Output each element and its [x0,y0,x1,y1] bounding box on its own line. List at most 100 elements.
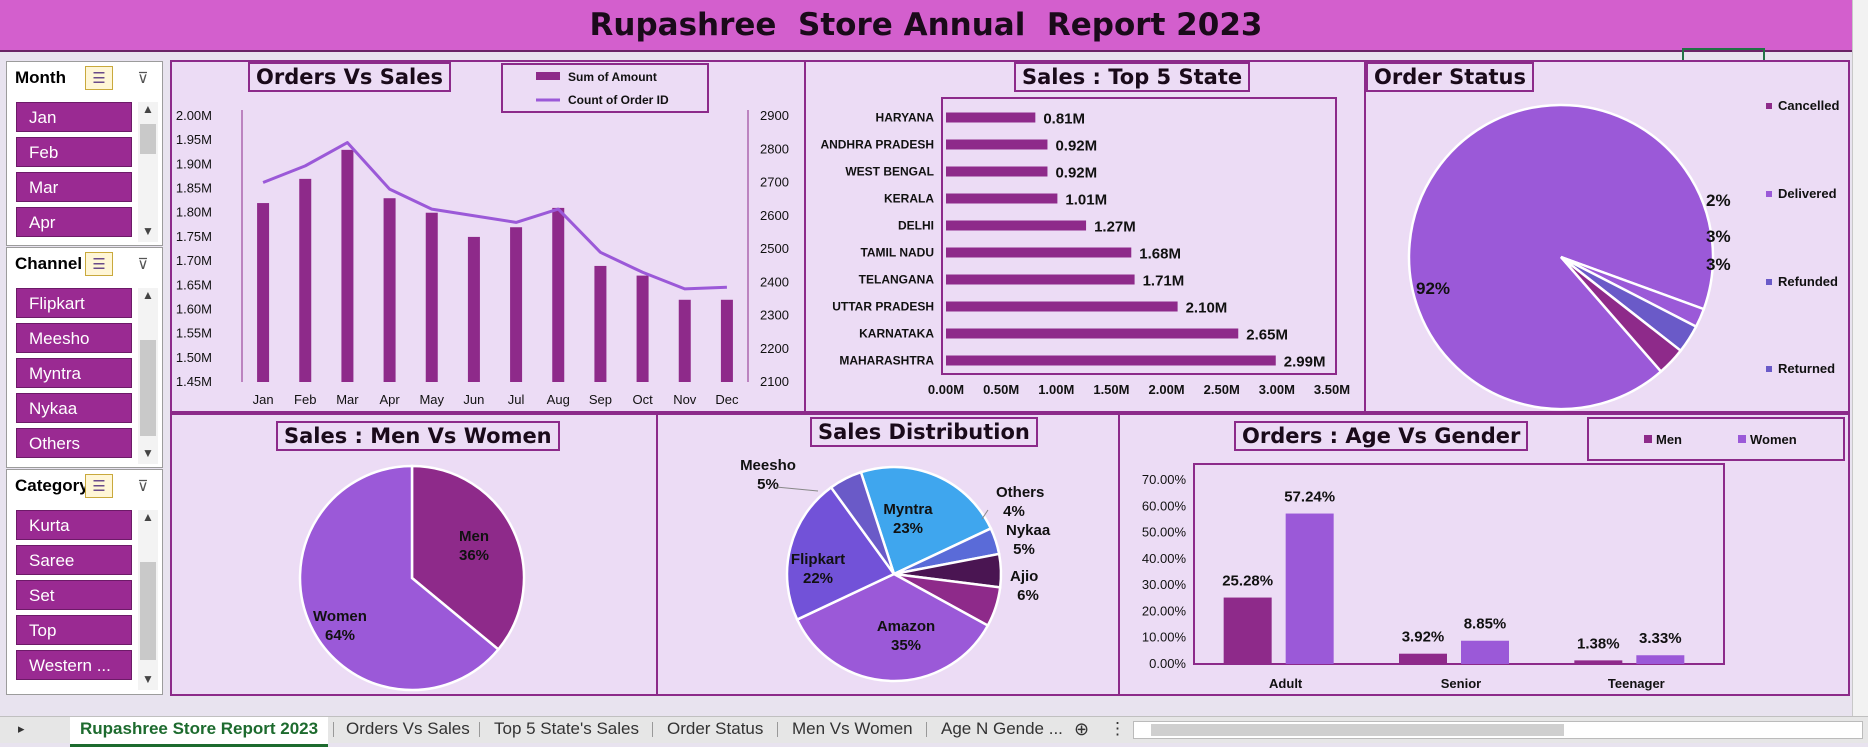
tab-report[interactable]: Rupashree Store Report 2023 [70,717,329,747]
slice-name: Flipkart [791,551,845,568]
order-status-panel[interactable]: 92% 2% 3% 3% Cancelled Delivered Refunded Retur… [1364,60,1850,413]
horizontal-scrollbar[interactable] [1133,721,1863,739]
slicer-item-apr[interactable]: Apr [16,207,132,237]
bar-amount [636,275,649,382]
slicer-item-flipkart[interactable]: Flipkart [16,288,132,318]
state-label: UTTAR PRADESH [832,300,934,314]
x-tick-label: Jun [463,392,484,407]
state-label: MAHARASHTRA [839,354,934,368]
scroll-thumb[interactable] [140,562,156,660]
men-vs-women-panel[interactable]: Men 36% Women 64% Sales : Men Vs Women [170,413,658,696]
slicer-item-mar[interactable]: Mar [16,172,132,202]
x-tick-label: Feb [294,392,316,407]
slicer-item-nykaa[interactable]: Nykaa [16,393,132,423]
slicer-item-meesho[interactable]: Meesho [16,323,132,353]
slice-label: 92% [1416,279,1450,298]
tab-order-status[interactable]: Order Status [667,719,764,738]
legend-swatch [1766,191,1772,197]
top-states-chart: HARYANA 0.81M ANDHRA PRADESH 0.92M WEST BENG… [820,97,1350,397]
slicer-item-saree[interactable]: Saree [16,545,132,575]
channel-slicer-scrollbar[interactable]: ▲ ▼ [138,288,158,464]
state-label: WEST BENGAL [845,165,934,179]
tab-top-states[interactable]: Top 5 State's Sales [494,719,639,738]
state-value-label: 0.81M [1043,111,1085,128]
slice-label: 5% [1013,541,1035,558]
scroll-down-icon[interactable]: ▼ [142,224,154,238]
clear-filter-icon[interactable]: ⊽ [137,70,149,87]
pie-slice-cancelled [1560,256,1683,374]
scroll-up-icon[interactable]: ▲ [142,288,154,302]
top-states-panel[interactable]: HARYANA 0.81M ANDHRA PRADESH 0.92M WEST BENG… [804,60,1366,413]
scroll-down-icon[interactable]: ▼ [142,672,154,686]
men-vs-women-title: Sales : Men Vs Women [276,421,560,451]
slice-label: 3% [1706,227,1731,246]
state-value-label: 2.99M [1284,354,1326,371]
pie-slice-men [410,464,526,652]
legend-label: Returned [1778,361,1835,376]
add-sheet-icon[interactable]: ⊕ [1074,719,1090,739]
x-tick-label: Jan [253,392,274,407]
multi-select-icon[interactable]: ☰ [85,66,113,90]
horizontal-scroll-thumb[interactable] [1151,724,1564,736]
age-legend-box [1587,417,1845,461]
vertical-scrollbar[interactable] [1852,0,1868,716]
sheet-tab-bar: ▸ Rupashree Store Report 2023 Orders Vs … [0,716,1868,747]
state-value-label: 0.92M [1055,165,1097,182]
tab-scroll-right-icon[interactable]: ▸ [18,721,25,736]
category-slicer-scrollbar[interactable]: ▲ ▼ [138,510,158,690]
y-tick-label: 40.00% [1142,551,1187,566]
y-right-tick-label: 2100 [760,374,789,389]
scroll-up-icon[interactable]: ▲ [142,510,154,524]
month-slicer-scrollbar[interactable]: ▲ ▼ [138,102,158,242]
tab-men-vs-women[interactable]: Men Vs Women [792,719,913,738]
state-bar [946,247,1132,258]
y-left-tick-label: 1.60M [176,301,212,316]
multi-select-icon[interactable]: ☰ [85,474,113,498]
slicer-item-myntra[interactable]: Myntra [16,358,132,388]
clear-filter-icon[interactable]: ⊽ [137,256,149,273]
clear-filter-icon[interactable]: ⊽ [137,478,149,495]
scroll-down-icon[interactable]: ▼ [142,446,154,460]
multi-select-icon[interactable]: ☰ [85,252,113,276]
slicer-item-set[interactable]: Set [16,580,132,610]
slice-label: 23% [893,520,923,537]
slicer-item-top[interactable]: Top [16,615,132,645]
state-bar [946,193,1058,204]
x-tick-label: Aug [547,392,570,407]
x-tick-label: 0.00M [928,382,964,397]
orders-vs-sales-panel[interactable]: Sum of Amount Count of Order ID 1.45M 1.5… [170,60,806,413]
state-value-label: 0.92M [1055,138,1097,155]
report-title-bar: Rupashree Store Annual Report 2023 [0,0,1852,52]
state-label: TAMIL NADU [860,246,934,260]
x-tick-label: Mar [336,392,359,407]
sales-distribution-panel[interactable]: Myntra 23% Others 4% Nykaa 5% Ajio 6% Amazon 35% F… [656,413,1120,696]
bar-amount [552,207,565,382]
x-tick-label: Jul [508,392,525,407]
channel-slicer-title: Channel [15,254,83,273]
tab-age-gender[interactable]: Age N Gende ... [941,719,1063,738]
scroll-thumb[interactable] [140,124,156,154]
slicer-item-kurta[interactable]: Kurta [16,510,132,540]
slicer-item-western[interactable]: Western ... [16,650,132,680]
state-value-label: 2.10M [1186,300,1228,317]
age-gender-panel[interactable]: Men Women 0.00% 10.00% 20.00% 30.00% 40.00% 5… [1118,413,1850,696]
scroll-up-icon[interactable]: ▲ [142,102,154,116]
month-slicer: Month ☰ ⊽ Jan Feb Mar Apr ▲ ▼ [6,61,163,246]
slicer-item-others[interactable]: Others [16,428,132,458]
state-value-label: 1.68M [1139,246,1181,263]
slicer-item-feb[interactable]: Feb [16,137,132,167]
state-label: KARNATAKA [859,327,934,341]
legend-line-label: Count of Order ID [568,93,669,107]
bar-amount [425,212,438,382]
more-options-icon[interactable]: ⋮ [1109,719,1126,738]
y-tick-label: 20.00% [1142,603,1187,618]
slicer-item-jan[interactable]: Jan [16,102,132,132]
leader-line [775,486,819,492]
category-slicer-title: Category [15,476,89,495]
scroll-thumb[interactable] [140,340,156,436]
slice-label: 35% [891,637,921,654]
y-left-tick-label: 1.65M [176,277,212,292]
tab-orders-vs-sales[interactable]: Orders Vs Sales [346,719,470,738]
bar-amount [510,227,523,382]
y-right-tick-label: 2900 [760,108,789,123]
